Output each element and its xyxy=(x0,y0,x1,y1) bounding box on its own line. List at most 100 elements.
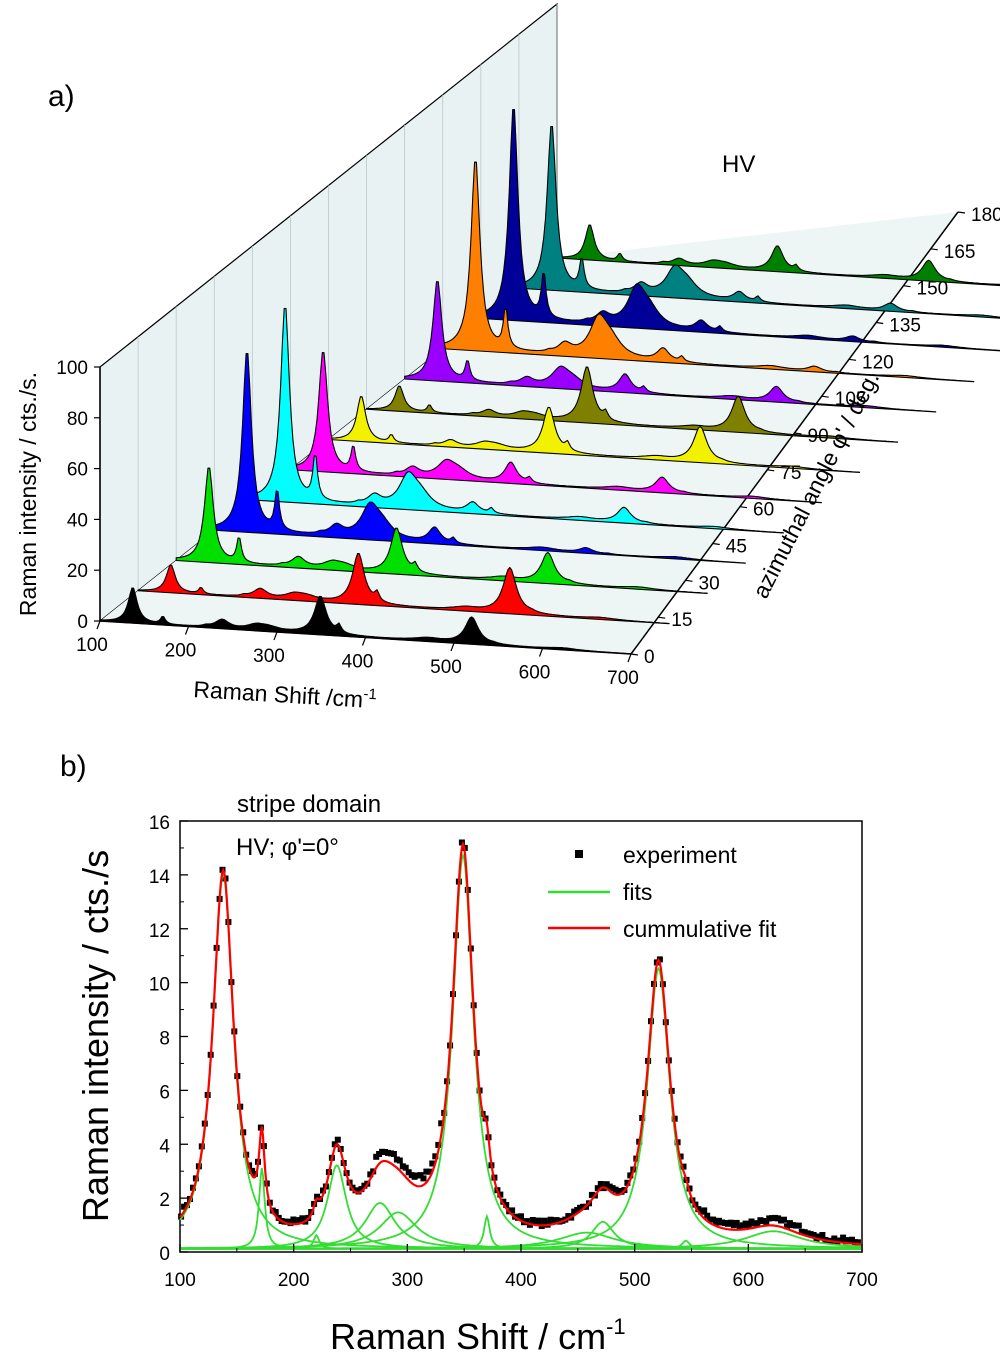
panel-b-fit-chart: b) 100 200 300 400 500 600 700 0 2 4 6 8 10 12 14 16 st… xyxy=(60,750,878,1357)
legend-experiment-marker xyxy=(575,850,583,858)
panel-a-z-tick-0: 0 xyxy=(644,647,655,668)
panel-a-y-tick-80: 80 xyxy=(67,409,88,430)
panel-a-x-tick-mark-300 xyxy=(273,631,278,641)
experiment-point xyxy=(402,1164,409,1171)
legend-experiment-label: experiment xyxy=(623,842,737,868)
panel-b-subtitle: HV; φ'=0° xyxy=(236,834,339,861)
experiment-point xyxy=(426,1168,433,1175)
panel-a-z-tick-75: 75 xyxy=(780,463,801,484)
spectrum-phi-105 xyxy=(366,366,899,443)
panel-a-x-tick-600: 600 xyxy=(519,663,551,684)
spectrum-phi-180 xyxy=(556,224,1000,287)
experiment-point xyxy=(656,956,663,963)
panel-a-z-tick-90: 90 xyxy=(808,426,829,447)
panel-a-x-tick-200: 200 xyxy=(165,641,197,662)
spectrum-phi-60 xyxy=(251,307,784,534)
panel-a-x-tick-300: 300 xyxy=(253,646,285,667)
experiment-point xyxy=(417,1172,424,1179)
experiment-point xyxy=(763,1219,770,1226)
panel-b-y-tick-14: 14 xyxy=(149,867,171,888)
panel-a-z-tick-180: 180 xyxy=(971,205,1000,226)
panel-a-z-tick-mark-30 xyxy=(685,579,693,582)
spectrum-phi-120 xyxy=(404,281,937,413)
panel-a-z-tick-mark-60 xyxy=(739,506,748,509)
experiment-point xyxy=(435,1141,442,1148)
panel-a-z-tick-15: 15 xyxy=(671,610,692,631)
panel-a-y-tick-0: 0 xyxy=(77,612,88,633)
experiment-point xyxy=(597,1181,604,1187)
panel-b-y-axis-label: Raman intensity / cts./s xyxy=(75,850,116,1222)
panel-b-y-tick-4: 4 xyxy=(159,1136,170,1157)
panel-a-z-tick-mark-0 xyxy=(630,653,639,656)
experiment-point xyxy=(299,1215,306,1222)
panel-b-x-tick-200: 200 xyxy=(278,1270,310,1291)
panel-a-z-tick-mark-75 xyxy=(767,469,775,472)
experiment-point xyxy=(420,1175,427,1182)
panel-b-y-tick-12: 12 xyxy=(149,921,170,942)
spectrum-phi-90 xyxy=(327,396,861,474)
experiment-point xyxy=(784,1223,790,1230)
experiment-point xyxy=(458,839,465,846)
experiment-point xyxy=(819,1232,826,1238)
experiment-point xyxy=(432,1153,439,1160)
experiment-point xyxy=(745,1222,752,1229)
experiment-point xyxy=(733,1219,740,1226)
experiment-point xyxy=(252,1170,258,1177)
experiment-point xyxy=(535,1217,542,1224)
panel-b-label: b) xyxy=(60,750,87,783)
experiment-point xyxy=(704,1212,711,1219)
panel-a-z-tick-165: 165 xyxy=(944,242,976,263)
fit-curve-172 xyxy=(180,1167,862,1250)
experiment-point xyxy=(624,1179,631,1186)
panel-a-x-tick-500: 500 xyxy=(430,657,462,678)
panel-a-z-tick-mark-45 xyxy=(712,542,720,546)
panel-a-z-tick-150: 150 xyxy=(917,279,949,300)
panel-b-plot-frame xyxy=(179,820,863,1253)
panel-a-waterfall-chart: a) 100 200 300 400 500 600 7000204060801000153… xyxy=(15,2,1000,713)
panel-a-floor xyxy=(100,212,958,654)
panel-a-z-tick-mark-180 xyxy=(957,211,966,214)
legend-cumulative-label: cummulative fit xyxy=(623,916,777,942)
panel-b-y-tick-0: 0 xyxy=(159,1244,170,1265)
panel-a-x-tick-400: 400 xyxy=(342,652,374,673)
experiment-point xyxy=(429,1160,436,1167)
experiment-point xyxy=(781,1216,787,1223)
panel-a-x-tick-mark-500 xyxy=(450,642,455,652)
panel-b-x-tick-500: 500 xyxy=(619,1270,651,1291)
experiment-point xyxy=(320,1187,326,1194)
panel-b-title: stripe domain xyxy=(237,791,381,818)
spectrum-phi-150 xyxy=(480,109,1000,352)
panel-b-legend: experiment fits cummulative fit xyxy=(548,842,777,942)
panel-a-z-tick-mark-90 xyxy=(794,432,802,435)
panel-a-z-tick-mark-120 xyxy=(848,358,857,361)
panel-a-x-axis-label: Raman Shift /cm-1 xyxy=(193,675,378,713)
experiment-point xyxy=(438,1120,445,1127)
spectrum-phi-45 xyxy=(213,353,746,564)
panel-a-x-tick-100: 100 xyxy=(76,635,108,656)
panel-a-y-axis-label: Raman intensity / cts./s. xyxy=(15,372,41,616)
experiment-point xyxy=(503,1202,510,1208)
panel-a-z-tick-45: 45 xyxy=(726,537,747,558)
experiment-point xyxy=(680,1163,687,1170)
experiment-point xyxy=(701,1207,708,1214)
experiment-point xyxy=(594,1185,601,1192)
panel-a-z-tick-30: 30 xyxy=(699,573,720,594)
experiment-point xyxy=(331,1141,338,1148)
panel-a-label: a) xyxy=(48,80,75,113)
panel-a-y-tick-20: 20 xyxy=(67,561,88,582)
fit-curve-521 xyxy=(180,966,862,1250)
experiment-point xyxy=(396,1157,403,1164)
panel-b-ticks: 100 200 300 400 500 600 700 0 2 4 6 8 10 12 14 16 xyxy=(149,813,878,1291)
experiment-point xyxy=(509,1207,516,1214)
spectrum-phi-135 xyxy=(442,161,975,383)
panel-a-z-tick-mark-165 xyxy=(930,248,938,251)
panel-a-x-tick-mark-100 xyxy=(96,620,101,630)
panel-a-z-tick-mark-15 xyxy=(658,616,666,619)
panel-a-z-tick-120: 120 xyxy=(862,352,894,373)
experiment-point xyxy=(523,1218,530,1225)
spectrum-phi-15 xyxy=(137,553,670,625)
legend-fits-label: fits xyxy=(623,879,652,905)
panel-a-spectra xyxy=(99,109,1000,655)
panel-a-x-tick-mark-600 xyxy=(538,648,544,657)
experiment-point xyxy=(541,1217,548,1224)
